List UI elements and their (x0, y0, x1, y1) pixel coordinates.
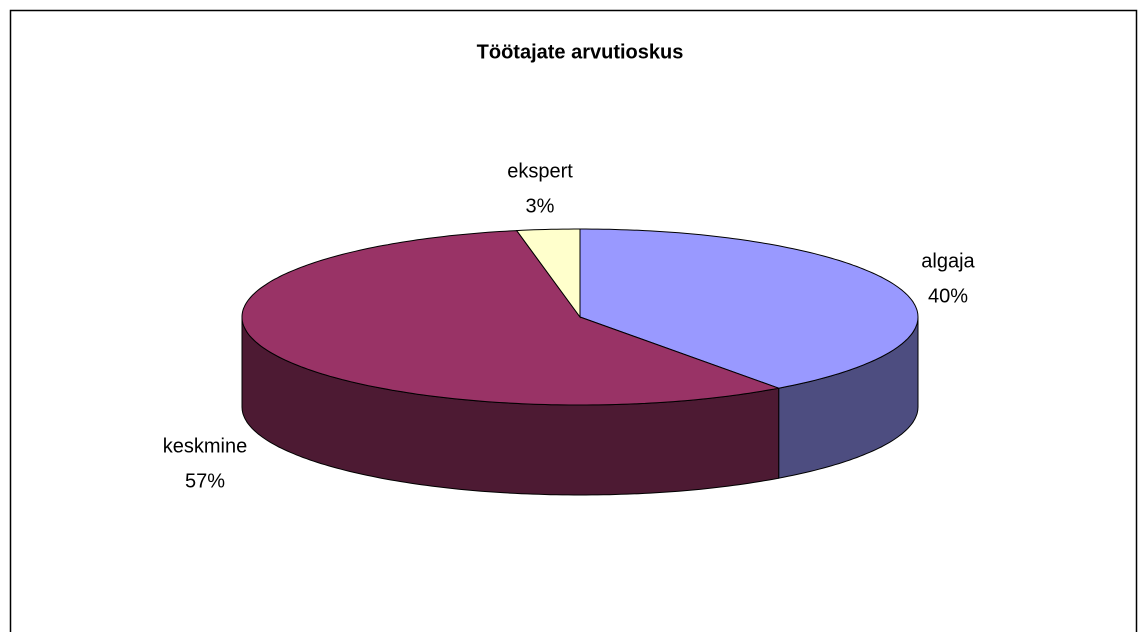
pie-slice (579, 228, 919, 389)
data-label-name: keskmine (163, 435, 247, 457)
data-label-value: 40% (928, 285, 968, 307)
data-label-name: algaja (921, 250, 975, 272)
pie-slice (515, 228, 581, 319)
data-label-value: 57% (185, 470, 225, 492)
chart-frame (9, 9, 1138, 632)
data-label-name: ekspert (507, 160, 573, 182)
data-label-value: 3% (526, 195, 555, 217)
chart-title: Töötajate arvutioskus (477, 41, 684, 63)
pie-slice (241, 230, 781, 406)
